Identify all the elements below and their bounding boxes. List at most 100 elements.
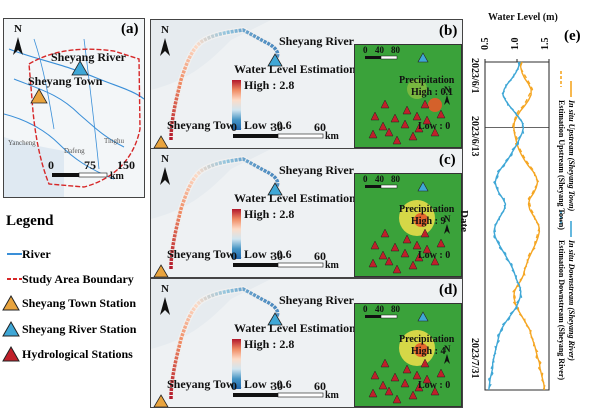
precip-inset: 0 40 80 Precipitation High : 4 Low : 0 N	[354, 303, 462, 407]
precip-tick-0: 0	[363, 174, 368, 184]
hydrological-station-icon	[392, 264, 402, 274]
hydrological-station-icon	[384, 256, 394, 266]
precip-low: Low : 0	[418, 380, 451, 391]
legend-item-boundary: Study Area Boundary	[22, 272, 134, 286]
hydrological-station-icon	[412, 111, 422, 121]
hydrological-station-icon	[400, 119, 410, 129]
chart-e-date-0: 2023/6/1	[469, 58, 480, 94]
hydrological-station-icon	[420, 99, 430, 109]
chart-e-date-2: 2023/7/31	[469, 338, 480, 379]
wl-low: Low : 0.6	[244, 377, 292, 391]
panel-a-scale-tick-2: 150	[117, 158, 135, 172]
scale-tick-2: 60	[314, 379, 326, 393]
scale-tick-0: 0	[231, 120, 237, 134]
precip-title: Precipitation	[399, 334, 455, 345]
hydrological-station-icon	[392, 135, 402, 145]
legend-item-sheyang-river: Sheyang River Station	[22, 322, 137, 336]
hydrological-station-icon	[422, 244, 432, 254]
hydrological-station-icon	[412, 240, 422, 250]
panel-a-study-boundary	[28, 48, 141, 188]
wl-legend-title: Water Level Estimation (m)	[234, 191, 377, 205]
scale-tick-2: 60	[314, 120, 326, 134]
legend-title: Legend	[6, 213, 54, 229]
precip-title: Precipitation	[399, 75, 455, 86]
hydrological-station-icon	[430, 256, 440, 266]
scale-unit: km	[325, 131, 339, 142]
north-arrow-icon	[160, 297, 170, 315]
chart-e-ylabel: Date	[458, 210, 470, 232]
hydrological-station-icon	[400, 378, 410, 388]
hydrological-station-icon	[420, 228, 430, 238]
scale-tick-0: 0	[231, 249, 237, 263]
chart-e-legend-downstream-insitu: In situ Downstream (Sheyang River)	[567, 240, 576, 361]
chart-e-series-1	[511, 61, 546, 391]
scale-tick-1: 30	[271, 120, 283, 134]
hydrological-station-icon	[402, 105, 412, 115]
panel-a-river-3	[4, 113, 115, 180]
town-label: Sheyang Town	[167, 247, 242, 261]
legend-sheyang-river-icon	[2, 320, 20, 337]
north-arrow-icon	[160, 167, 170, 185]
precip-tick-1: 40	[375, 45, 384, 55]
hydrological-station-icon	[378, 380, 388, 390]
precip-tick-1: 40	[375, 304, 384, 314]
precip-high: High : 9	[411, 216, 446, 227]
town-station-icon	[153, 394, 169, 407]
river-label: Sheyang River	[279, 293, 354, 307]
hydrological-station-icon	[384, 386, 394, 396]
chart-e-series-0	[513, 61, 546, 391]
chart-e-tag: (e)	[564, 28, 581, 44]
chart-e-tick-x-1: 1.0	[510, 37, 521, 51]
precip-tick-1: 40	[375, 174, 384, 184]
hydrological-station-icon	[408, 131, 418, 141]
precip-tick-2: 80	[391, 174, 400, 184]
precip-tick-2: 80	[391, 304, 400, 314]
panel-a-river-2	[13, 78, 125, 148]
map-panel-b: (b) N Sheyang River Sheyang Town Water L…	[150, 19, 463, 149]
panel-a-svg	[4, 37, 144, 197]
chart-e-tick-x-2: 1.5	[540, 37, 551, 51]
chart-e-legend-downstream-est: Estimation Downstream (Sheyang River)	[557, 240, 566, 381]
panel-a-sheyang-town-label: Sheyang Town	[28, 74, 103, 88]
hydrological-station-icon	[436, 368, 446, 378]
hydrological-station-icon	[368, 388, 378, 398]
chart-e-series-3	[486, 61, 525, 391]
chart-e-date-1: 2023/6/13	[469, 116, 480, 157]
wl-high: High : 2.8	[244, 78, 295, 92]
legend-item-sheyang-town: Sheyang Town Station	[22, 296, 137, 310]
map-panel-d: (d) N Sheyang River Sheyang Town Water L…	[150, 278, 463, 408]
river-station-icon	[267, 312, 283, 326]
precip-low: Low : 0	[418, 121, 451, 132]
town-label: Sheyang Town	[167, 377, 242, 391]
river-label: Sheyang River	[279, 163, 354, 177]
panel-a-river-1	[8, 48, 144, 100]
hydrological-station-icon	[422, 374, 432, 384]
north-arrow-icon	[160, 38, 170, 56]
hydrological-station-icon	[414, 382, 424, 392]
hydrological-station-icon	[384, 127, 394, 137]
hydrological-station-icon	[430, 127, 440, 137]
panel-a-north-arrow-icon	[13, 37, 23, 55]
hydrological-station-icon	[380, 228, 390, 238]
hydrological-station-icon	[402, 364, 412, 374]
river-station-icon	[267, 53, 283, 67]
chart-e-xlabel: Water Level (m)	[488, 12, 558, 23]
precip-tick-2: 80	[391, 45, 400, 55]
panel-a-place-1: Yancheng	[8, 139, 36, 147]
scale-unit: km	[325, 260, 339, 271]
precip-title: Precipitation	[399, 204, 455, 215]
precip-tick-0: 0	[363, 45, 368, 55]
chart-e-tick-x-0: 0.5	[480, 37, 491, 51]
hydrological-station-icon	[378, 250, 388, 260]
legend-sheyang-town-icon	[2, 294, 20, 311]
wl-high: High : 2.8	[244, 337, 295, 351]
hydrological-station-icon	[368, 258, 378, 268]
wl-colorbar	[232, 339, 241, 389]
panel-a-scale-unit: km	[110, 171, 124, 182]
hydrological-station-icon	[370, 240, 380, 250]
panel-a-tag: (a)	[121, 21, 139, 37]
north-label: N	[161, 24, 169, 36]
legend-item-hydrological: Hydrological Stations	[22, 347, 133, 361]
precip-north: N	[444, 344, 451, 354]
precip-tick-0: 0	[363, 304, 368, 314]
